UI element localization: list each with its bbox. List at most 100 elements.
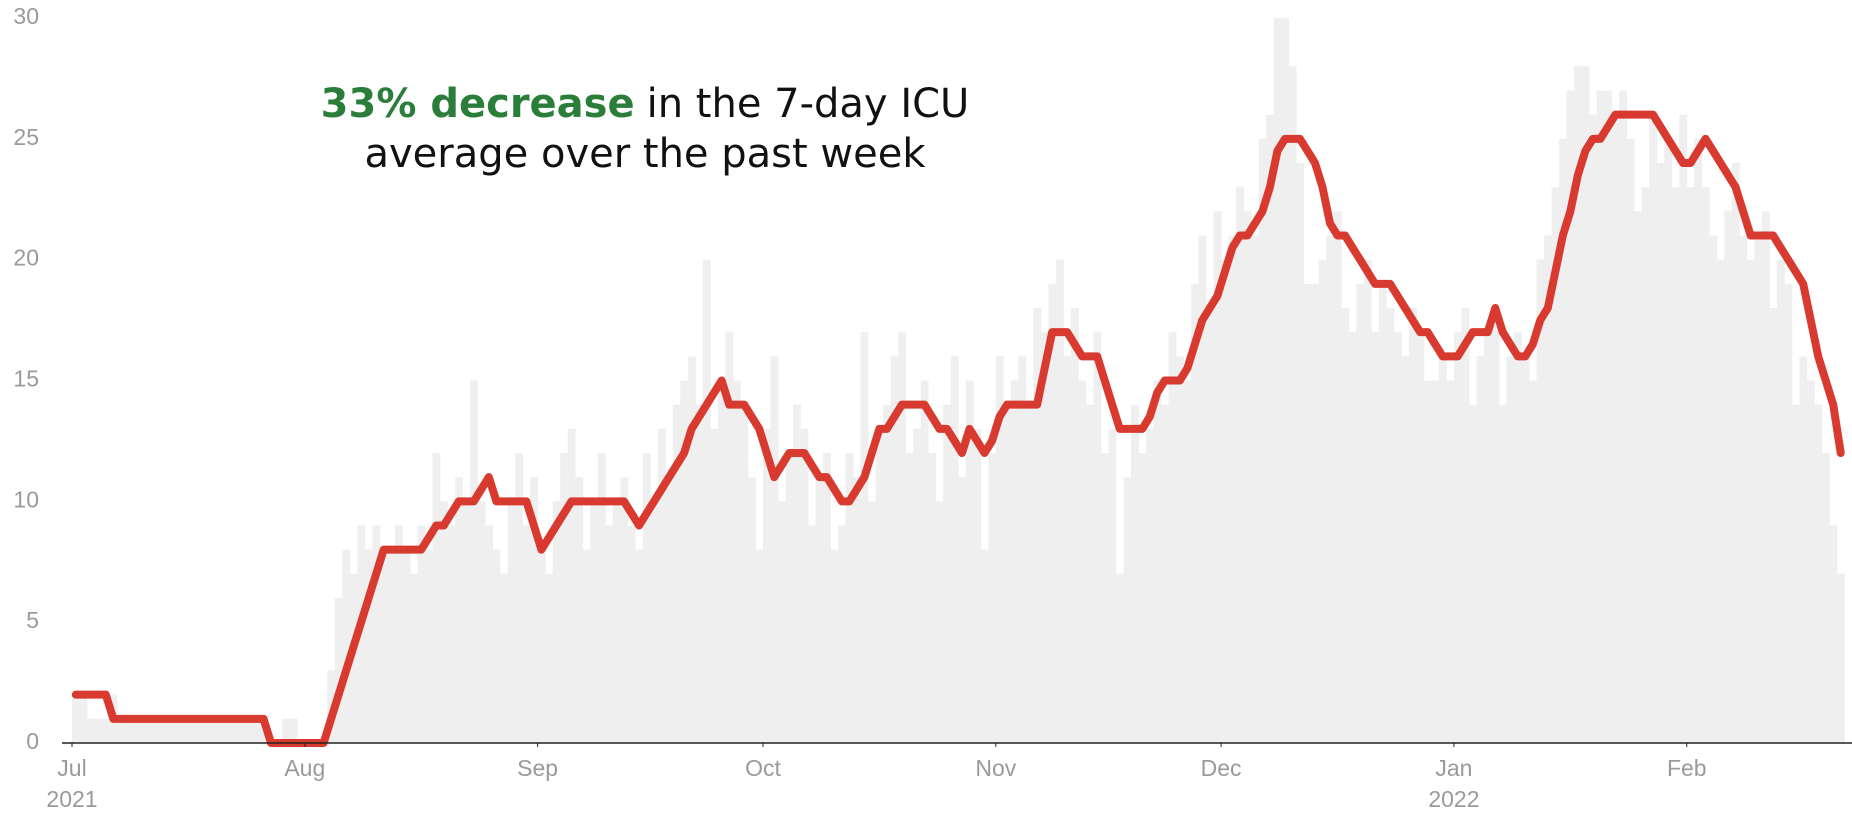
bar [1348, 332, 1357, 743]
x-tick-sublabel: 2022 [1428, 786, 1479, 812]
bar [815, 477, 824, 743]
bar [1206, 308, 1215, 743]
bar [1085, 404, 1094, 743]
bar [1356, 283, 1365, 743]
bar [1754, 235, 1763, 743]
bar [1491, 308, 1500, 743]
bar [1521, 356, 1530, 743]
bar [853, 477, 862, 743]
bar [1468, 404, 1477, 743]
bar [237, 718, 246, 743]
bar [222, 718, 231, 743]
bar [642, 453, 651, 743]
bar [1731, 163, 1740, 743]
bar [530, 477, 539, 743]
bar [1514, 332, 1522, 743]
bar [1243, 211, 1252, 744]
bar [492, 549, 501, 743]
bar [1739, 235, 1748, 743]
bar [244, 718, 253, 743]
bar [620, 477, 629, 743]
bar [1438, 356, 1447, 743]
bar [1341, 308, 1350, 743]
x-tick-label: Nov [975, 755, 1016, 781]
bar [515, 453, 524, 743]
bar [500, 573, 509, 743]
bar [1836, 573, 1845, 743]
annotation-line-2: average over the past week [365, 131, 927, 177]
bar [1686, 187, 1695, 743]
bar [1018, 356, 1027, 743]
bar [1581, 66, 1590, 744]
bar [485, 525, 493, 743]
bar [1236, 187, 1245, 743]
x-tick-label: Jan [1435, 755, 1472, 781]
bar [687, 356, 696, 743]
bar [402, 549, 411, 743]
bar [1303, 283, 1312, 743]
bar [800, 428, 809, 743]
bar [695, 404, 704, 743]
bar [477, 501, 486, 743]
bar [575, 477, 584, 743]
bar [192, 718, 201, 743]
bar [1408, 308, 1417, 743]
bar [958, 477, 967, 743]
bar [1123, 477, 1132, 743]
bar [72, 694, 80, 743]
bar [785, 453, 794, 743]
bar [1701, 187, 1710, 743]
bar [1589, 114, 1598, 743]
y-tick-label: 25 [13, 124, 39, 150]
bar [1153, 380, 1162, 743]
bar [1656, 163, 1665, 743]
bar [597, 453, 606, 743]
bar [1070, 308, 1079, 743]
bar [1093, 332, 1102, 743]
bar [1130, 404, 1139, 743]
bar [1191, 283, 1199, 743]
bar [1664, 138, 1673, 744]
x-tick-label: Aug [284, 755, 325, 781]
bar [1138, 453, 1147, 743]
bar [1228, 235, 1237, 743]
bar [470, 380, 478, 743]
bar [710, 428, 719, 743]
bar [1679, 114, 1688, 743]
bar [702, 259, 711, 743]
bar [1829, 525, 1838, 743]
bar [1791, 404, 1800, 743]
bar [1281, 18, 1290, 743]
bar [1386, 308, 1395, 743]
bar [605, 525, 614, 743]
x-tick-label: Oct [745, 755, 781, 781]
bar [545, 573, 554, 743]
bar [1115, 573, 1124, 743]
bar [462, 501, 471, 743]
bar [1326, 235, 1335, 743]
bar [860, 332, 869, 743]
bar [1100, 453, 1109, 743]
bar [830, 549, 839, 743]
bar [567, 428, 576, 743]
x-tick-label: Feb [1667, 755, 1707, 781]
bar [590, 501, 599, 743]
bar [1033, 308, 1042, 743]
bar [1709, 235, 1718, 743]
y-tick-label: 15 [13, 366, 39, 392]
bar [1311, 283, 1320, 743]
bar [147, 718, 156, 743]
bar [229, 718, 238, 743]
bar [207, 718, 216, 743]
bar [732, 380, 741, 743]
bar [1761, 211, 1770, 744]
bar [898, 332, 907, 743]
bar [988, 453, 997, 743]
bar [440, 501, 448, 743]
bar [1183, 380, 1192, 743]
bar [560, 453, 569, 743]
bar [1604, 90, 1613, 743]
y-tick-label: 5 [26, 607, 39, 633]
bar [717, 380, 726, 743]
bar [552, 501, 561, 743]
